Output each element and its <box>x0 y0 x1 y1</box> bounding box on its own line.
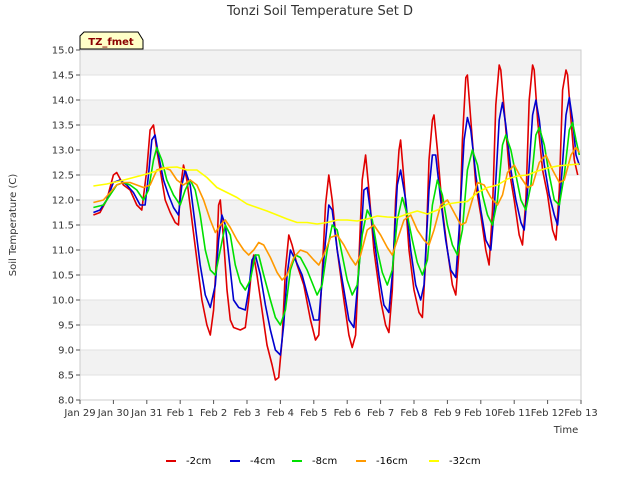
x-tick-label: Jan 30 <box>97 408 129 419</box>
x-tick-label: Feb 3 <box>233 408 260 419</box>
series-layer <box>93 64 581 381</box>
grid-band <box>80 350 581 375</box>
legend-item: -16cm <box>356 456 408 467</box>
y-tick-label: 12.5 <box>52 171 74 182</box>
x-tick-label: Feb 10 <box>464 408 498 419</box>
x-tick-label: Feb 5 <box>300 408 327 419</box>
y-tick-label: 8.0 <box>58 396 74 407</box>
legend-item: -32cm <box>429 456 481 467</box>
legend-label: -8cm <box>312 456 337 467</box>
site-badge: TZ_fmet <box>79 31 144 50</box>
legend-label: -32cm <box>449 456 481 467</box>
y-tick-label: 14.0 <box>52 96 74 107</box>
y-tick-label: 8.5 <box>58 371 74 382</box>
x-tick-label: Feb 4 <box>267 408 294 419</box>
x-tick-label: Jan 29 <box>63 408 95 419</box>
y-axis: 8.0 8.5 9.0 9.5 10.0 10.5 11.0 11.5 12.0 12.5 13.0… <box>52 46 80 407</box>
badge-label: TZ_fmet <box>88 37 134 48</box>
y-tick-label: 11.5 <box>52 221 74 232</box>
x-tick-label: Feb 13 <box>564 408 598 419</box>
x-tick-label: Feb 12 <box>531 408 565 419</box>
x-tick-label: Feb 9 <box>434 408 461 419</box>
y-tick-label: 15.0 <box>52 46 74 57</box>
y-tick-label: 12.0 <box>52 196 74 207</box>
series-line-2cmcm <box>93 64 579 381</box>
y-tick-label: 10.0 <box>52 296 74 307</box>
x-tick-label: Feb 1 <box>167 408 194 419</box>
y-tick-label: 14.5 <box>52 71 74 82</box>
grid-band <box>80 50 581 75</box>
x-tick-label: Feb 7 <box>367 408 394 419</box>
x-tick-label: Feb 11 <box>497 408 531 419</box>
legend-label: -2cm <box>186 456 211 467</box>
series-line-16cmcm <box>93 146 580 281</box>
series-line-8cmcm <box>93 121 581 326</box>
y-tick-label: 11.0 <box>52 246 74 257</box>
y-tick-label: 9.0 <box>58 346 74 357</box>
grid-band <box>80 100 581 125</box>
y-tick-label: 13.5 <box>52 121 74 132</box>
x-axis-title: Time <box>553 425 578 436</box>
x-tick-label: Feb 8 <box>400 408 427 419</box>
chart-title: Tonzi Soil Temperature Set D <box>226 4 413 19</box>
y-axis-title: Soil Temperature (C) <box>8 174 19 277</box>
grid-band <box>80 250 581 275</box>
legend-label: -4cm <box>250 456 275 467</box>
y-tick-label: 13.0 <box>52 146 74 157</box>
x-tick-label: Feb 6 <box>334 408 361 419</box>
grid-band <box>80 300 581 325</box>
x-tick-label: Feb 2 <box>200 408 227 419</box>
badge-box <box>79 31 144 50</box>
y-tick-label: 9.5 <box>58 321 74 332</box>
x-axis: Jan 29 Jan 30 Jan 31 Feb 1 Feb 2 Feb 3 Feb 4 Fe… <box>63 400 598 419</box>
series-line-32cmcm <box>93 163 580 225</box>
x-tick-label: Jan 31 <box>130 408 162 419</box>
legend-item: -8cm <box>292 456 337 467</box>
y-tick-label: 10.5 <box>52 271 74 282</box>
legend: -2cm -4cm -8cm -16cm -32cm <box>166 456 481 467</box>
legend-label: -16cm <box>376 456 408 467</box>
legend-item: -2cm <box>166 456 211 467</box>
legend-item: -4cm <box>230 456 275 467</box>
